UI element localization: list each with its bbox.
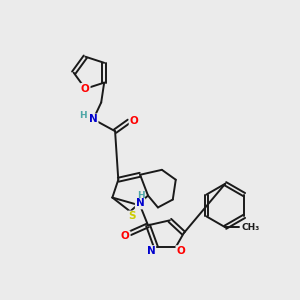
Text: O: O bbox=[130, 116, 138, 126]
Text: O: O bbox=[121, 231, 130, 241]
Text: O: O bbox=[176, 246, 185, 256]
Text: O: O bbox=[81, 84, 90, 94]
Text: N: N bbox=[136, 199, 145, 208]
Text: H: H bbox=[137, 191, 145, 200]
Text: N: N bbox=[89, 114, 98, 124]
Text: H: H bbox=[80, 111, 87, 120]
Text: CH₃: CH₃ bbox=[241, 223, 260, 232]
Text: S: S bbox=[128, 212, 136, 221]
Text: N: N bbox=[147, 246, 155, 256]
